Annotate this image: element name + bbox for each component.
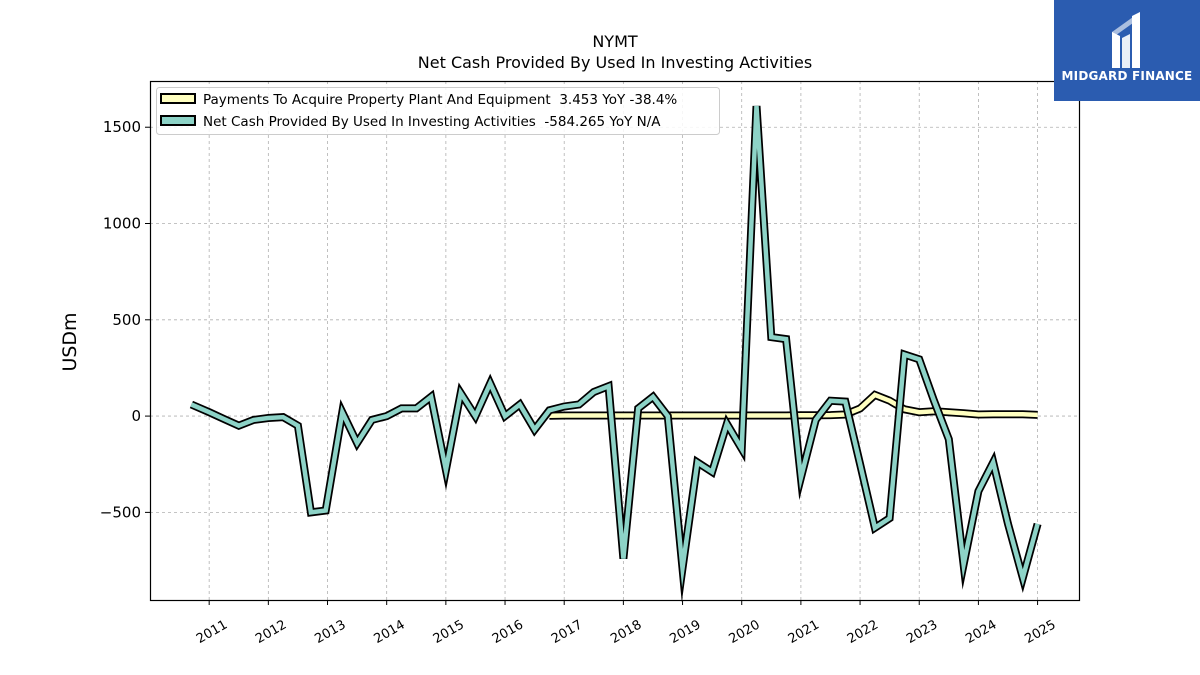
legend-swatch-ppe	[160, 93, 196, 104]
series-line-1	[190, 105, 1040, 588]
x-axis: 2011 2012 2013 2014 2015 2016 2017 2018 2019 2020…	[194, 600, 1059, 647]
brand-logo: MIDGARD FINANCE	[1054, 0, 1200, 101]
y-tick-label: 0	[131, 407, 141, 425]
plot-frame	[149, 80, 1081, 602]
x-tick-label: 2012	[253, 617, 289, 647]
y-tick-label: 1500	[103, 118, 141, 136]
y-tick-label: 1000	[103, 215, 141, 233]
x-tick-label: 2014	[372, 617, 408, 647]
x-tick-label: 2015	[431, 617, 467, 647]
chart-title: NYMT	[592, 32, 638, 51]
y-axis: 1500 1000 500 0 −500	[100, 118, 150, 521]
y-tick-label: −500	[100, 503, 141, 521]
x-tick-label: 2021	[786, 617, 822, 647]
grid	[150, 81, 1079, 600]
x-tick-label: 2023	[904, 617, 940, 647]
legend-label-net-cash: Net Cash Provided By Used In Investing A…	[203, 114, 661, 130]
x-tick-label: 2013	[312, 617, 348, 647]
x-tick-label: 2025	[1022, 617, 1058, 647]
legend-swatch-net-cash	[160, 115, 196, 126]
y-tick-label: 500	[112, 311, 141, 329]
brand-name: MIDGARD FINANCE	[1061, 69, 1193, 83]
legend-box	[156, 87, 720, 135]
x-tick-label: 2011	[194, 617, 230, 647]
y-axis-label: USDm	[59, 312, 81, 371]
x-tick-label: 2020	[727, 617, 763, 647]
series-outline-1	[189, 105, 1042, 603]
legend-label-ppe: Payments To Acquire Property Plant And E…	[203, 92, 677, 108]
x-tick-label: 2018	[608, 617, 644, 647]
x-tick-label: 2022	[845, 617, 881, 647]
x-tick-label: 2019	[667, 617, 703, 647]
legend: Payments To Acquire Property Plant And E…	[156, 87, 720, 135]
logo-mark-icon	[1112, 12, 1140, 68]
x-tick-label: 2024	[963, 617, 999, 647]
chart-subtitle: Net Cash Provided By Used In Investing A…	[418, 53, 812, 72]
x-tick-label: 2017	[549, 617, 585, 647]
x-tick-label: 2016	[490, 617, 526, 647]
series-lines	[189, 105, 1042, 603]
